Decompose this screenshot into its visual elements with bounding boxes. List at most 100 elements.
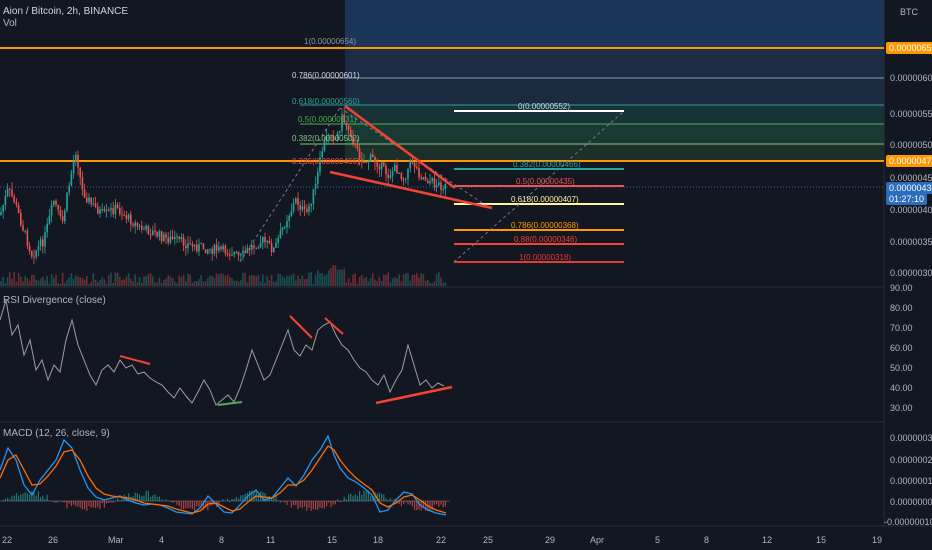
- volume-label[interactable]: Vol: [3, 18, 17, 29]
- volume-bar: [394, 277, 396, 286]
- macd-hist-bar: [425, 501, 427, 511]
- volume-bar: [319, 273, 321, 286]
- candle-body: [86, 197, 88, 203]
- macd-hist-bar: [136, 493, 138, 501]
- fib-lower-label-088: 0.88(0.00000346): [514, 235, 578, 244]
- symbol-title[interactable]: Aion / Bitcoin, 2h, BINANCE: [3, 6, 129, 17]
- candle-body: [391, 171, 394, 176]
- candle-body: [215, 244, 218, 251]
- volume-bar: [114, 272, 117, 286]
- candle-body: [226, 253, 229, 255]
- candle-body: [319, 157, 321, 173]
- macd-title[interactable]: MACD (12, 26, close, 9): [3, 428, 110, 439]
- volume-bar: [103, 279, 106, 286]
- volume-bar: [72, 278, 75, 286]
- candle-body: [39, 239, 42, 246]
- time-tick: 15: [327, 535, 338, 545]
- candle-body: [156, 231, 158, 237]
- macd-hist-bar: [319, 501, 321, 508]
- volume-bar: [154, 282, 156, 286]
- candle-body: [4, 195, 7, 206]
- candle-body: [268, 240, 271, 244]
- macd-hist-bar: [389, 498, 391, 501]
- volume-bar: [358, 277, 361, 286]
- candle-body: [405, 178, 407, 180]
- candle-body: [431, 178, 433, 182]
- macd-hist-bar: [147, 490, 149, 501]
- volume-bar: [6, 277, 9, 286]
- macd-tick: -0.00000010: [884, 517, 932, 527]
- macd-hist-bar: [328, 501, 330, 503]
- macd-hist-bar: [169, 501, 171, 502]
- volume-bar: [330, 267, 332, 286]
- candle-body: [149, 234, 152, 236]
- candle-body: [189, 243, 191, 245]
- volume-bar: [321, 273, 323, 286]
- macd-hist-bar: [227, 498, 229, 501]
- macd-hist-bar: [46, 494, 48, 501]
- candle-body: [303, 206, 306, 209]
- rsi-title[interactable]: RSI Divergence (close): [3, 295, 106, 306]
- volume-bar: [209, 275, 211, 286]
- macd-hist-bar: [341, 501, 343, 502]
- volume-bar: [143, 276, 145, 286]
- macd-hist-bar: [438, 501, 440, 507]
- volume-bar: [11, 278, 13, 286]
- macd-hist-bar: [387, 500, 389, 501]
- macd-hist-bar: [374, 492, 376, 501]
- volume-bar: [196, 281, 198, 286]
- macd-hist-bar: [411, 501, 413, 507]
- macd-hist-bar: [308, 501, 310, 508]
- macd-hist-bar: [332, 501, 334, 505]
- volume-bar: [132, 281, 134, 286]
- macd-hist-bar: [180, 501, 182, 509]
- macd-hist-bar: [315, 501, 317, 510]
- candle-body: [48, 215, 51, 224]
- candle-body: [352, 136, 354, 144]
- macd-hist-bar: [194, 501, 196, 512]
- macd-hist-bar: [304, 501, 306, 507]
- candle-body: [2, 205, 4, 212]
- macd-hist-bar: [339, 501, 341, 503]
- volume-bar: [64, 283, 66, 286]
- volume-bar: [119, 276, 121, 286]
- time-tick: 8: [704, 535, 710, 545]
- time-tick: 8: [219, 535, 225, 545]
- macd-hist-bar: [187, 501, 189, 509]
- macd-hist-bar: [422, 501, 424, 509]
- volume-bar: [420, 273, 422, 286]
- macd-hist-bar: [152, 495, 154, 501]
- volume-bar: [88, 283, 90, 286]
- macd-hist-bar: [299, 501, 301, 508]
- macd-hist-bar: [44, 499, 46, 501]
- candle-body: [277, 238, 279, 243]
- volume-bar: [90, 281, 92, 286]
- candle-body: [273, 247, 275, 253]
- candle-body: [136, 222, 139, 227]
- candle-body: [345, 122, 348, 126]
- macd-hist-bar: [436, 501, 438, 505]
- macd-hist-bar: [242, 495, 244, 501]
- volume-bar: [213, 277, 216, 286]
- volume-bar: [169, 276, 172, 286]
- macd-hist-bar: [233, 499, 235, 501]
- candle-body: [11, 189, 13, 197]
- candle-body: [13, 196, 15, 203]
- macd-hist-bar: [68, 501, 70, 504]
- volume-bar: [405, 273, 407, 286]
- candle-body: [218, 246, 220, 251]
- macd-hist-bar: [108, 501, 110, 503]
- macd-hist-bar: [97, 501, 99, 508]
- volume-bar: [409, 280, 411, 286]
- volume-bar: [39, 278, 42, 286]
- macd-hist-bar: [350, 493, 352, 501]
- rsi-tick: 70.00: [890, 323, 913, 333]
- volume-bar: [297, 275, 299, 286]
- fib-upper-label-0786: 0.786(0.00000601): [292, 71, 360, 80]
- volume-bar: [418, 277, 420, 286]
- volume-bar: [383, 274, 385, 286]
- volume-bar: [33, 275, 35, 286]
- volume-bar: [149, 273, 152, 286]
